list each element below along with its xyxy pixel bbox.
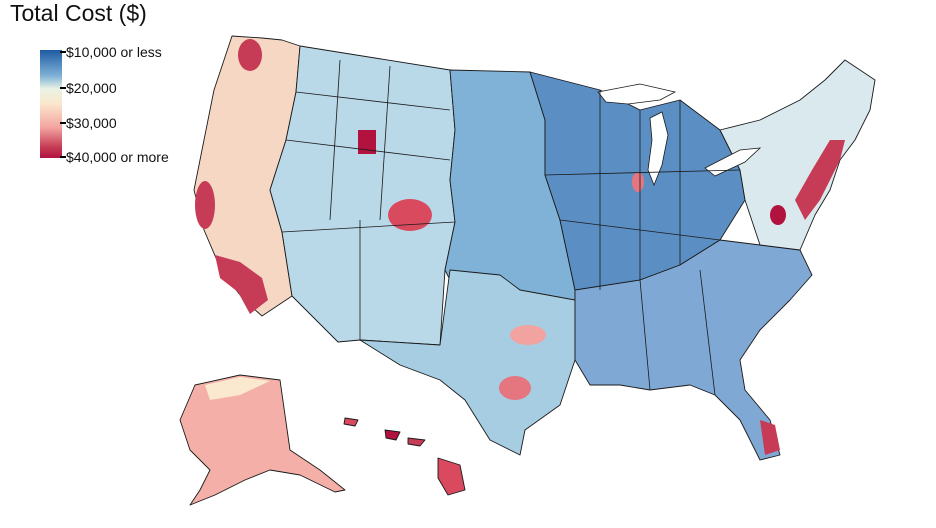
legend-label-30k: $30,000 [66, 115, 117, 131]
hotspot-dc [770, 205, 786, 225]
legend-label-20k: $20,000 [66, 80, 117, 96]
hotspot-south-florida [760, 420, 780, 455]
legend-tick [60, 122, 66, 124]
hotspot-colorado [388, 199, 432, 231]
hotspot-northeast-corridor [795, 140, 845, 220]
legend-tick [60, 87, 66, 89]
high-cost-areas [195, 39, 845, 455]
legend-color-bar [40, 50, 62, 158]
alaska [179, 374, 346, 506]
hotspot-jackson-wy [358, 130, 376, 154]
hotspot-seattle [238, 39, 262, 71]
legend-tick [60, 156, 66, 158]
state-boundaries [281, 59, 741, 396]
hotspot-socal [215, 255, 268, 314]
legend-label-min: $10,000 or less [66, 44, 162, 60]
region-south [574, 239, 813, 461]
legend-label-max: $40,000 or more [66, 149, 169, 165]
lake-michigan [647, 111, 669, 187]
contiguous-us [193, 35, 876, 461]
map-title: Total Cost ($) [10, 0, 147, 26]
region-texas [359, 269, 576, 456]
lake-erie [704, 147, 762, 177]
alaska-north [205, 377, 270, 400]
hotspot-dallas [510, 325, 546, 345]
hotspot-austin [499, 376, 531, 400]
legend-tick [60, 51, 66, 53]
region-northeast [719, 59, 876, 251]
lake-superior [597, 83, 677, 105]
region-mountain [269, 45, 456, 346]
hotspot-bay-area [195, 181, 215, 229]
hawaii [343, 417, 466, 496]
hotspot-chicago [632, 172, 644, 192]
